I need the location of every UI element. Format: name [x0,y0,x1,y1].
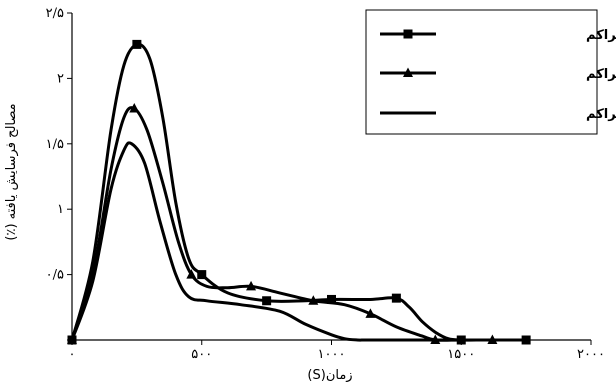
x-ticks: ۰ ۵۰۰ ۱۰۰۰ ۱۵۰۰ ۲۰۰۰ [69,340,605,362]
legend-marker [403,29,413,39]
y-ticks: ۰/۵ ۱ ۱/۵ ۲ ۲/۵ [46,6,72,341]
legend-label: بلافاصله پس از تراکم [586,28,616,43]
legend-item: بلافاصله پس از تراکم [380,28,616,43]
data-point [186,269,197,279]
legend-label: ۴۸ ساعت پس از تراکم [586,107,616,122]
x-tick-label: ۰ [69,347,76,362]
data-point [391,293,401,303]
series-line [70,141,527,342]
series-3 [70,141,527,342]
data-point [132,39,142,49]
y-tick-label: ۱ [57,202,64,217]
y-tick-label: ۲/۵ [46,6,64,21]
legend-item: ۴۸ ساعت پس از تراکم [380,107,616,122]
y-tick-label: ۲ [57,71,64,86]
y-tick-label: ۰/۵ [46,268,64,283]
y-tick-label: ۱/۵ [46,137,64,152]
series-2 [67,102,498,344]
series-layer [67,39,531,345]
series-line [70,42,527,342]
x-axis-label: زمان(S) [307,368,352,383]
x-tick-label: ۲۰۰۰ [577,347,605,362]
y-axis-label: مصالح فرسایش یافته (٪) [4,103,19,240]
legend-marker [403,67,413,77]
data-point [262,296,272,306]
data-point [365,308,376,318]
data-point [129,102,140,113]
x-tick-label: ۵۰۰ [191,347,212,362]
legend-item: ۲۴ ساعت پس از تراکم [380,67,616,82]
legend: بلافاصله پس از تراکم ۲۴ ساعت پس از تراکم ۴… [365,9,616,135]
series-line [70,106,493,342]
data-point [197,270,207,280]
data-point [521,335,531,345]
x-tick-label: ۱۵۰۰ [447,347,475,362]
data-point [327,294,336,304]
x-tick-label: ۱۰۰۰ [318,347,346,362]
data-point [308,295,319,305]
data-point [246,280,257,291]
legend-label: ۲۴ ساعت پس از تراکم [586,67,616,82]
